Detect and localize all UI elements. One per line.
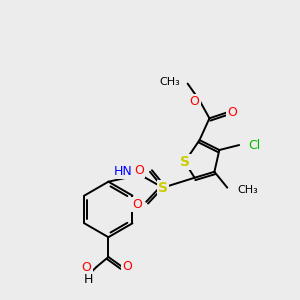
Text: H: H xyxy=(84,273,93,286)
Text: O: O xyxy=(82,261,92,274)
Text: O: O xyxy=(132,198,142,211)
Text: HN: HN xyxy=(113,165,132,178)
Text: S: S xyxy=(180,155,190,169)
Text: S: S xyxy=(158,181,168,195)
Text: O: O xyxy=(190,95,200,108)
Text: O: O xyxy=(227,106,237,119)
Text: O: O xyxy=(122,260,132,273)
Text: O: O xyxy=(134,164,144,177)
Text: CH₃: CH₃ xyxy=(237,184,258,195)
Text: CH₃: CH₃ xyxy=(159,76,180,87)
Text: Cl: Cl xyxy=(248,139,260,152)
